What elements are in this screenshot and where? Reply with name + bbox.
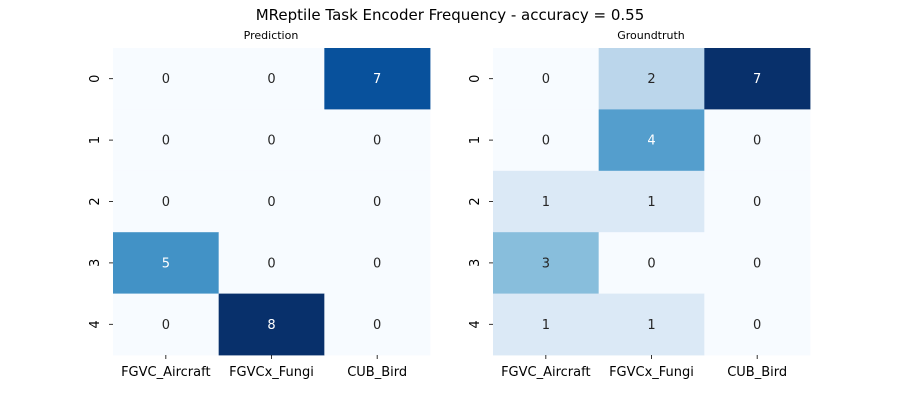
- y-tick-label: 2: [468, 197, 483, 205]
- cell-value-label: 0: [267, 256, 275, 271]
- cell-value-label: 0: [162, 134, 170, 149]
- cell-value-label: 0: [373, 195, 381, 210]
- cell-value-label: 1: [542, 195, 550, 210]
- heatmap-cell: [493, 109, 600, 172]
- y-tick-label: 0: [468, 75, 483, 83]
- heatmap-cell: [113, 232, 220, 294]
- heatmap-cell: [493, 232, 600, 294]
- cell-value-label: 0: [753, 256, 761, 271]
- heatmap-cell: [493, 170, 600, 233]
- heatmap-cell: [704, 48, 811, 110]
- cell-value-label: 0: [373, 134, 381, 149]
- heatmap-groundtruth: Groundtruth 0 2 7 0 4 0 1 1 0 3 0 0 1 1 0 0 1 2 3 4 FGVC_Air…: [468, 29, 811, 380]
- x-tick-label: FGVC_Aircraft: [121, 365, 211, 380]
- heatmap-cell: [493, 293, 600, 356]
- cell-value-label: 0: [542, 134, 550, 149]
- heatmap-cell: [704, 232, 811, 294]
- heatmap-cell: [324, 293, 431, 356]
- heatmap-cell: [598, 232, 705, 294]
- cell-value-label: 0: [542, 72, 550, 87]
- heatmap-cell: [598, 170, 705, 233]
- y-tick-label: 3: [88, 259, 103, 267]
- cell-value-label: 0: [267, 134, 275, 149]
- x-tick-label: FGVC_Aircraft: [501, 365, 591, 380]
- heatmap-cell: [704, 170, 811, 233]
- heatmap-cell: [324, 48, 431, 110]
- x-tick-label: FGVCx_Fungi: [229, 365, 314, 380]
- cell-value-label: 1: [647, 195, 655, 210]
- heatmap-cell: [113, 170, 220, 233]
- heatmap-title: Groundtruth: [617, 29, 685, 42]
- heatmap-cell: [598, 109, 705, 172]
- heatmap-cell: [218, 109, 325, 172]
- cell-value-label: 1: [647, 318, 655, 333]
- x-tick-label: FGVCx_Fungi: [609, 365, 694, 380]
- cell-value-label: 8: [267, 318, 275, 333]
- cell-value-label: 0: [267, 72, 275, 87]
- cell-value-label: 1: [542, 318, 550, 333]
- heatmap-cell: [218, 48, 325, 110]
- heatmap-cell: [324, 232, 431, 294]
- heatmap-cell: [113, 48, 220, 110]
- cell-value-label: 4: [647, 134, 655, 149]
- y-tick-label: 1: [88, 136, 103, 144]
- cell-value-label: 0: [267, 195, 275, 210]
- heatmap-cell: [218, 232, 325, 294]
- heatmap-title: Prediction: [244, 29, 299, 42]
- heatmap-cell: [704, 293, 811, 356]
- cell-value-label: 0: [753, 134, 761, 149]
- heatmap-cell: [324, 109, 431, 172]
- heatmap-cell: [598, 293, 705, 356]
- cell-value-label: 0: [162, 72, 170, 87]
- cell-value-label: 5: [162, 256, 170, 271]
- cell-value-label: 3: [542, 256, 550, 271]
- cell-value-label: 0: [373, 256, 381, 271]
- heatmap-cell: [218, 293, 325, 356]
- cell-value-label: 0: [162, 318, 170, 333]
- y-tick-label: 1: [468, 136, 483, 144]
- cell-value-label: 2: [647, 72, 655, 87]
- heatmap-prediction: Prediction 0 0 7 0 0 0 0 0 0 5 0 0 0 8 0 0 1 2 3 4 FGVC_Airc…: [88, 29, 431, 380]
- heatmap-cell: [324, 170, 431, 233]
- heatmap-cell: [598, 48, 705, 110]
- cell-value-label: 0: [373, 318, 381, 333]
- heatmap-cell: [113, 109, 220, 172]
- y-tick-label: 3: [468, 259, 483, 267]
- cell-value-label: 0: [753, 195, 761, 210]
- heatmap-cell: [218, 170, 325, 233]
- figure-title: MReptile Task Encoder Frequency - accura…: [256, 6, 645, 24]
- x-tick-label: CUB_Bird: [347, 365, 407, 380]
- heatmap-cell: [704, 109, 811, 172]
- cell-value-label: 0: [753, 318, 761, 333]
- y-tick-label: 4: [88, 320, 103, 328]
- cell-value-label: 0: [162, 195, 170, 210]
- cell-value-label: 7: [373, 72, 381, 87]
- y-tick-label: 0: [88, 75, 103, 83]
- y-tick-label: 2: [88, 197, 103, 205]
- cell-value-label: 7: [753, 72, 761, 87]
- cell-value-label: 0: [647, 256, 655, 271]
- heatmap-cell: [493, 48, 600, 110]
- y-tick-label: 4: [468, 320, 483, 328]
- heatmap-cell: [113, 293, 220, 356]
- x-tick-label: CUB_Bird: [727, 365, 787, 380]
